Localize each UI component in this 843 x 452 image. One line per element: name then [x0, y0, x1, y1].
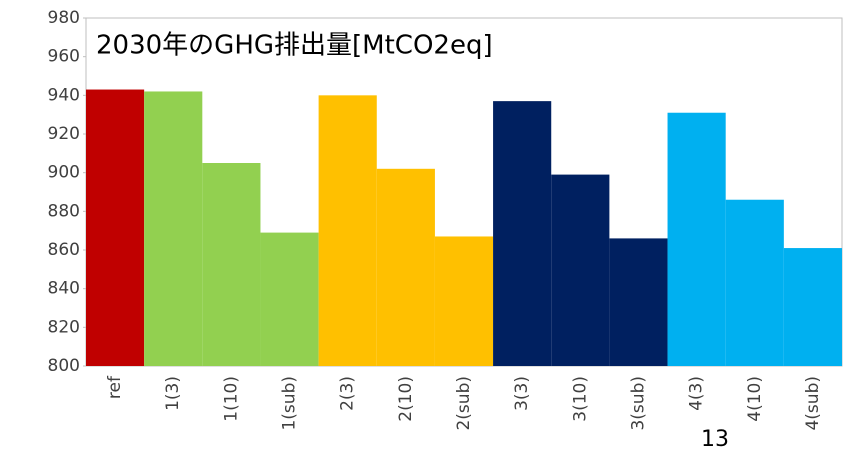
y-tick-label: 860: [48, 240, 80, 260]
y-tick-label: 960: [48, 47, 80, 67]
bar: [318, 95, 377, 366]
bar: [725, 199, 784, 366]
y-tick-label: 980: [48, 8, 80, 28]
x-tick-label: ref: [105, 375, 125, 399]
x-tick-label: 4(3): [687, 376, 707, 411]
bar: [667, 112, 726, 366]
x-tick-label: 1(3): [163, 376, 183, 411]
y-tick-label: 840: [48, 279, 80, 299]
page-number: 13: [701, 427, 729, 452]
bar: [202, 163, 261, 366]
bar: [86, 89, 145, 367]
bar: [609, 238, 668, 366]
bar: [493, 101, 552, 366]
y-tick-label: 820: [48, 317, 80, 337]
x-tick-label: 4(sub): [803, 376, 823, 431]
bar: [783, 248, 842, 366]
y-tick-label: 880: [48, 201, 80, 221]
y-tick-label: 920: [48, 124, 80, 144]
y-tick-label: 940: [48, 85, 80, 105]
x-tick-label: 3(10): [570, 376, 590, 422]
x-tick-label: 1(sub): [280, 376, 300, 431]
x-tick-label: 2(10): [396, 376, 416, 422]
x-tick-label: 1(10): [221, 376, 241, 422]
x-tick-label: 4(10): [745, 376, 765, 422]
bar: [434, 236, 494, 366]
bar: [376, 168, 435, 366]
x-tick-label: 2(sub): [454, 376, 474, 431]
x-tick-label: 3(3): [512, 376, 532, 411]
y-tick-label: 900: [48, 163, 80, 183]
x-tick-label: 2(3): [338, 376, 358, 411]
y-tick-label: 800: [48, 356, 80, 376]
x-tick-label: 3(sub): [628, 376, 648, 431]
chart-title: 2030年のGHG排出量[MtCO2eq]: [96, 31, 493, 61]
bar: [144, 91, 203, 366]
bar: [260, 232, 319, 366]
bar: [551, 174, 610, 366]
